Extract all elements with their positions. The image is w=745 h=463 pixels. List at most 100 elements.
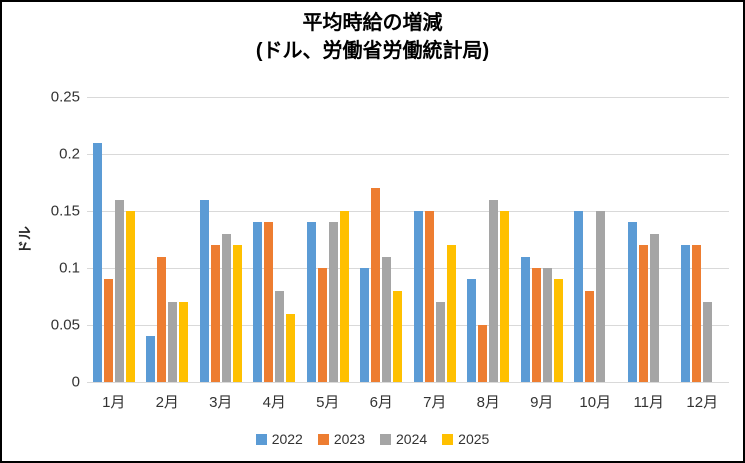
bar-2022-8月 — [467, 279, 477, 382]
bar-2023-4月 — [264, 222, 274, 382]
bar-2024-9月 — [542, 268, 552, 382]
bar-group-10月 — [569, 97, 623, 382]
y-tick-label: 0.05 — [50, 316, 80, 334]
bar-2022-12月 — [681, 245, 691, 382]
bar-2024-7月 — [435, 302, 445, 382]
bar-2023-11月 — [638, 245, 648, 382]
x-axis-label: 9月 — [530, 394, 554, 411]
bar-group-6月 — [355, 97, 409, 382]
bar-2025-8月 — [500, 211, 510, 382]
bar-group-12月 — [676, 97, 730, 382]
bar-2024-12月 — [703, 302, 713, 382]
legend-item-2022: 2022 — [255, 431, 303, 447]
bar-2023-5月 — [317, 268, 327, 382]
chart-title: 平均時給の増減 (ドル、労働省労働統計局) — [2, 9, 743, 65]
gridline — [87, 96, 729, 98]
bar-group-7月 — [408, 97, 462, 382]
gridline — [87, 210, 729, 212]
bar-2025-7月 — [446, 245, 456, 382]
legend-swatch-icon — [380, 433, 391, 445]
bar-2022-11月 — [627, 222, 637, 382]
bar-2022-6月 — [360, 268, 370, 382]
bar-group-5月 — [301, 97, 355, 382]
chart-title-line1: 平均時給の増減 — [302, 12, 443, 34]
x-axis-label: 7月 — [423, 394, 447, 411]
bar-2025-9月 — [553, 279, 563, 382]
x-axis-label: 10月 — [579, 394, 612, 411]
bar-2022-10月 — [574, 211, 584, 382]
bar-group-3月 — [194, 97, 248, 382]
bar-2023-3月 — [210, 245, 220, 382]
bar-group-1月 — [87, 97, 141, 382]
plot-area — [87, 96, 729, 383]
gridline — [87, 153, 729, 155]
bar-2022-9月 — [520, 256, 530, 382]
legend-swatch-icon — [317, 433, 329, 445]
y-tick-label: 0.25 — [50, 88, 80, 106]
legend-label: 2024 — [396, 431, 428, 447]
bar-2024-3月 — [221, 233, 231, 382]
x-axis-label: 8月 — [476, 394, 500, 411]
bar-2023-1月 — [103, 279, 113, 382]
x-axis-labels: 1月 2月 3月 4月 5月 6月 7月 8月 9月 10月 11月 12月 — [87, 391, 729, 412]
bar-2024-5月 — [328, 222, 338, 382]
bar-2025-4月 — [286, 313, 296, 382]
bar-2023-9月 — [531, 268, 541, 382]
bar-2022-2月 — [146, 336, 156, 382]
x-axis-label: 1月 — [102, 394, 126, 411]
bar-2022-7月 — [413, 211, 423, 382]
x-axis-label: 12月 — [686, 394, 719, 411]
gridline — [87, 324, 729, 326]
bar-groups — [87, 97, 729, 382]
legend-label: 2023 — [333, 431, 365, 447]
bar-2025-2月 — [179, 302, 189, 382]
y-tick-label: 0.15 — [50, 202, 80, 220]
bar-group-8月 — [462, 97, 516, 382]
legend-item-2025: 2025 — [442, 431, 489, 447]
bar-2025-5月 — [339, 211, 349, 382]
bar-2024-6月 — [382, 256, 392, 382]
bar-2024-11月 — [649, 233, 659, 382]
bar-group-9月 — [515, 97, 569, 382]
legend-swatch-icon — [442, 433, 454, 445]
y-tick-label: 0.2 — [59, 145, 80, 163]
x-axis-label: 5月 — [316, 394, 340, 411]
bar-2023-8月 — [478, 325, 488, 382]
bar-2024-4月 — [275, 290, 285, 382]
legend-label: 2022 — [271, 431, 303, 447]
x-axis-label: 6月 — [369, 394, 393, 411]
bar-2023-7月 — [424, 211, 434, 382]
x-axis-label: 3月 — [209, 394, 233, 411]
gridline — [87, 267, 729, 269]
gridline — [87, 381, 729, 383]
legend-item-2023: 2023 — [317, 431, 365, 447]
legend-swatch-icon — [255, 433, 267, 445]
bar-2022-4月 — [253, 222, 263, 382]
legend-item-2024: 2024 — [380, 431, 427, 447]
bar-2024-2月 — [168, 302, 178, 382]
bar-group-4月 — [248, 97, 302, 382]
bar-2022-1月 — [92, 142, 102, 382]
y-axis-tick-labels: 0 0.05 0.1 0.15 0.2 0.25 — [2, 89, 80, 391]
bar-2023-12月 — [692, 245, 702, 382]
bar-group-11月 — [622, 97, 676, 382]
x-axis-label: 2月 — [155, 394, 179, 411]
y-tick-label: 0.1 — [59, 259, 80, 277]
chart-title-line2: (ドル、労働省労働統計局) — [255, 40, 490, 62]
bar-2025-1月 — [125, 211, 135, 382]
bar-2022-5月 — [306, 222, 316, 382]
bar-group-2月 — [141, 97, 195, 382]
bar-2023-10月 — [585, 290, 595, 382]
bar-2023-2月 — [157, 256, 167, 382]
bar-2024-8月 — [489, 199, 499, 382]
x-axis-label: 11月 — [633, 394, 665, 411]
bar-2024-1月 — [114, 199, 124, 382]
bar-2022-3月 — [199, 199, 209, 382]
x-axis-label: 4月 — [262, 394, 286, 411]
bar-2023-6月 — [371, 188, 381, 382]
bar-2025-3月 — [232, 245, 242, 382]
bar-2024-10月 — [596, 211, 606, 382]
legend-label: 2025 — [458, 431, 490, 447]
bar-2025-6月 — [393, 290, 403, 382]
